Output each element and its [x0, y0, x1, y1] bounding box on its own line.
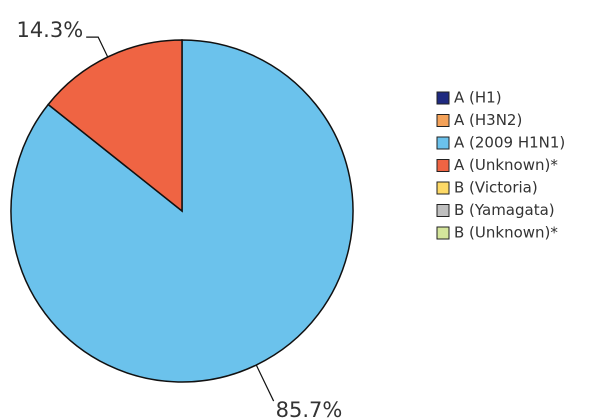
data-label: 85.7%	[276, 398, 343, 418]
legend-label: B (Unknown)*	[454, 224, 558, 242]
legend-swatch	[436, 181, 450, 195]
legend-label: B (Yamagata)	[454, 201, 555, 219]
legend-label: A (H3N2)	[454, 111, 522, 129]
legend-label: A (H1)	[454, 89, 502, 107]
leader-line	[86, 36, 109, 58]
legend-swatch	[436, 226, 450, 240]
legend-swatch	[436, 136, 450, 150]
legend-label: A (2009 H1N1)	[454, 134, 565, 152]
pie-slice	[47, 39, 183, 213]
leader-line	[255, 364, 275, 402]
legend-swatch	[436, 91, 450, 105]
legend-swatch	[436, 159, 450, 172]
legend-label: A (Unknown)*	[454, 156, 558, 174]
legend-swatch	[436, 114, 450, 127]
legend-label: B (Victoria)	[454, 179, 538, 197]
data-label: 14.3%	[16, 18, 83, 42]
legend-swatch	[436, 204, 450, 217]
